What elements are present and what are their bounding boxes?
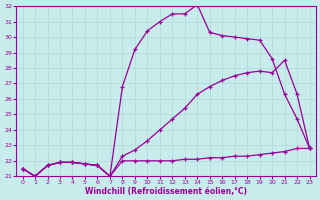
X-axis label: Windchill (Refroidissement éolien,°C): Windchill (Refroidissement éolien,°C) (85, 187, 247, 196)
